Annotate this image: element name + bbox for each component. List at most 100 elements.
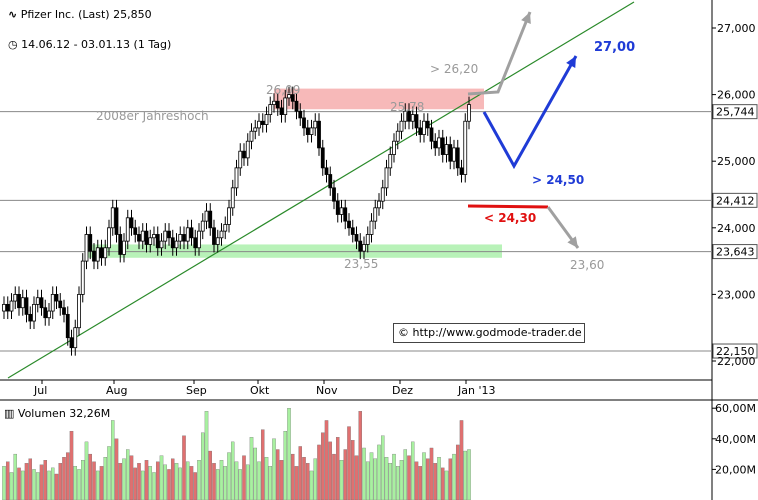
candle-body bbox=[189, 227, 194, 239]
volume-bar bbox=[219, 460, 224, 500]
volume-bar bbox=[51, 467, 55, 500]
candle-body bbox=[444, 144, 449, 155]
candle-body bbox=[384, 167, 389, 189]
credit-link[interactable]: © http://www.godmode-trader.de bbox=[398, 326, 582, 339]
volume-bar bbox=[73, 466, 78, 500]
volume-bar bbox=[422, 452, 426, 500]
candle-body bbox=[107, 227, 111, 249]
arrow-target-27-head bbox=[566, 56, 576, 68]
candle-body bbox=[455, 147, 460, 169]
chart-range-row: ◷ 14.06.12 - 03.01.13 (1 Tag) bbox=[8, 38, 171, 51]
volume-bar bbox=[88, 453, 93, 500]
volume-bar bbox=[377, 444, 381, 500]
volume-bar bbox=[13, 453, 17, 500]
candle-body bbox=[380, 187, 385, 202]
volume-bar bbox=[459, 420, 464, 500]
candle-body bbox=[174, 240, 179, 249]
x-tick-label-2: Aug bbox=[106, 384, 127, 397]
volume-bar bbox=[122, 458, 126, 500]
candle-body bbox=[65, 313, 70, 339]
candle-body bbox=[268, 104, 273, 115]
volume-bar bbox=[197, 460, 201, 500]
candle-body bbox=[215, 237, 220, 245]
arrow-stop-line bbox=[467, 204, 549, 209]
volume-bar bbox=[69, 430, 74, 500]
y-tick-label-3: 24,000 bbox=[717, 222, 756, 235]
volume-bar bbox=[230, 441, 235, 500]
candle-body bbox=[159, 240, 164, 249]
candle-body bbox=[339, 207, 344, 215]
candle-body bbox=[298, 110, 303, 119]
candle-body bbox=[137, 234, 141, 242]
x-tick-label-4: Okt bbox=[250, 384, 270, 397]
volume-bar bbox=[245, 464, 250, 500]
volume-bar bbox=[410, 441, 415, 500]
volume-bar bbox=[347, 426, 351, 500]
candle-body bbox=[170, 237, 175, 249]
level-box-4 bbox=[712, 343, 758, 359]
arrow-target-2360-head bbox=[567, 236, 578, 248]
volume-bar bbox=[433, 463, 437, 500]
volume-bar bbox=[9, 472, 14, 500]
volume-bar bbox=[305, 463, 310, 500]
volume-bar bbox=[129, 455, 134, 500]
volume-bar bbox=[407, 455, 411, 500]
volume-bar bbox=[257, 461, 261, 500]
annotation-8: 23,60 bbox=[570, 258, 604, 272]
level-box-3 bbox=[712, 244, 758, 260]
candle-body bbox=[242, 150, 246, 159]
volume-bar bbox=[62, 457, 66, 500]
volume-bar bbox=[212, 463, 216, 500]
volume-bar bbox=[362, 447, 366, 500]
candle-body bbox=[95, 247, 100, 262]
candle-body bbox=[178, 234, 183, 242]
candle-body bbox=[208, 210, 213, 229]
volume-bar bbox=[264, 457, 269, 500]
volume-title-row: ▥ Volumen 32,26M bbox=[4, 407, 110, 420]
candle-body bbox=[20, 297, 25, 309]
candle-body bbox=[459, 167, 464, 175]
candle-body bbox=[365, 234, 370, 245]
chart-title: Pfizer Inc. (Last) 25,850 bbox=[20, 8, 152, 21]
candle-body bbox=[80, 260, 85, 295]
candle-body bbox=[410, 114, 415, 122]
volume-bar bbox=[317, 444, 321, 500]
volume-bar bbox=[167, 469, 171, 500]
candle-body bbox=[463, 120, 468, 175]
annotation-2: 25,78 bbox=[390, 100, 424, 114]
clock-icon: ◷ bbox=[8, 38, 18, 51]
volume-bar bbox=[144, 460, 149, 500]
candle-body bbox=[122, 240, 126, 255]
volume-bar bbox=[36, 472, 40, 500]
candle-body bbox=[392, 140, 396, 155]
candle-body bbox=[17, 293, 21, 309]
candle-body bbox=[313, 120, 318, 129]
volume-bar bbox=[444, 470, 449, 500]
volume-bar bbox=[249, 437, 254, 500]
candle-body bbox=[403, 110, 408, 122]
candle-body bbox=[332, 187, 336, 202]
candle-body bbox=[302, 117, 306, 129]
volume-bar bbox=[365, 461, 370, 500]
credit-box[interactable]: © http://www.godmode-trader.de bbox=[393, 323, 585, 343]
arrow-breakout-head bbox=[521, 12, 531, 24]
volume-bar bbox=[418, 466, 422, 500]
candle-body bbox=[140, 230, 145, 242]
volume-bar bbox=[287, 408, 291, 500]
candle-body bbox=[223, 224, 228, 232]
candle-body bbox=[92, 250, 96, 262]
candle-body bbox=[230, 187, 235, 209]
candle-body bbox=[257, 120, 261, 129]
candle-body bbox=[118, 234, 123, 255]
volume-bar bbox=[32, 469, 36, 500]
volume-bar bbox=[17, 467, 21, 500]
volume-bar bbox=[39, 464, 44, 500]
volume-bar bbox=[392, 453, 396, 500]
volume-bar bbox=[152, 472, 156, 500]
volume-bar bbox=[103, 457, 108, 500]
volume-bar bbox=[111, 420, 115, 500]
volume-bar bbox=[358, 411, 362, 500]
volume-icon: ▥ bbox=[4, 407, 15, 420]
y-tick-label-2: 23,000 bbox=[717, 288, 756, 301]
